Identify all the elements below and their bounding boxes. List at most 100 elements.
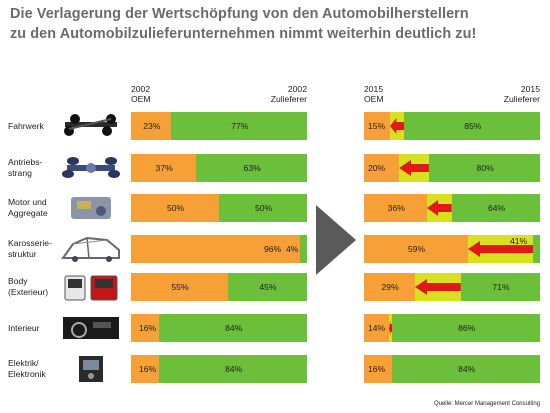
row-label-1: Fahrwerk xyxy=(8,121,62,132)
row-label-line: (Exterieur) xyxy=(8,287,49,297)
bar-2015-oem-segment xyxy=(364,235,468,263)
row-label-4: Karosserie-struktur xyxy=(8,238,62,260)
bar-2002-oem-label: 50% xyxy=(167,203,185,213)
row-label-line: struktur xyxy=(8,249,37,259)
bar-2002-5 xyxy=(131,273,307,301)
bar-2002-zulieferer-segment xyxy=(171,112,307,140)
row-label-3: Motor und Aggregate xyxy=(8,197,62,219)
bar-2015-6 xyxy=(364,314,540,342)
row-label-line: Motor und xyxy=(8,197,47,207)
row-label-line: Aggregate xyxy=(8,208,48,218)
right-oem-label: OEM xyxy=(364,94,384,104)
row-label-line: Antriebs- xyxy=(8,157,43,167)
title-line-1: Die Verlagerung der Wertschöpfung von de… xyxy=(10,6,469,22)
bar-2015-oem-label: 59% xyxy=(407,244,426,254)
row-label-5: Body (Exterieur) xyxy=(8,276,62,298)
bar-2015-oem-segment xyxy=(364,112,391,140)
bar-2002-zulieferer-label: 84% xyxy=(225,323,243,333)
bar-2002-zulieferer-label: 50% xyxy=(255,203,273,213)
bar-2002-oem-segment xyxy=(131,273,228,301)
shift-arrow-icon xyxy=(390,118,405,134)
bar-2015-oem-segment xyxy=(364,273,416,301)
bar-2002-zulieferer-segment xyxy=(159,355,307,383)
transition-arrow-icon xyxy=(316,205,356,275)
car-doors-icon xyxy=(64,275,118,301)
engine-icon xyxy=(71,197,111,219)
bar-2015-oem-label: 16% xyxy=(368,364,386,374)
bar-2015-zulieferer-segment xyxy=(392,314,540,342)
interior-icon xyxy=(63,317,119,339)
left-year-zulieferer: 2002 xyxy=(287,84,307,94)
row-label-line: Elektronik xyxy=(8,369,46,379)
bar-2002-oem-label: 55% xyxy=(171,282,189,292)
row-label-line: strang xyxy=(8,168,32,178)
bar-2015-zulieferer-label: 64% xyxy=(488,203,506,213)
bar-2015-oem-label: 15% xyxy=(368,121,386,131)
bar-2002-zulieferer-label: 45% xyxy=(259,282,277,292)
bar-2015-oem-segment xyxy=(364,355,393,383)
right-zulieferer-label: Zulieferer xyxy=(503,94,540,104)
bar-2015-zulieferer-segment xyxy=(404,112,540,140)
shift-arrow-icon xyxy=(399,160,430,176)
bar-2015-oem-segment xyxy=(364,314,389,342)
bar-2015-oem-label: 14% xyxy=(368,323,386,333)
bar-2015-2 xyxy=(364,154,540,182)
right-year-zulieferer: 2015 xyxy=(520,84,540,94)
bar-2002-7 xyxy=(131,355,307,383)
bar-2002-zulieferer-label: 63% xyxy=(243,163,261,173)
shift-arrow-icon xyxy=(427,200,452,216)
bar-2002-oem-segment xyxy=(131,194,219,222)
bar-2015-oem-label: 29% xyxy=(381,282,399,292)
bar-2002-zulieferer-segment xyxy=(299,235,307,263)
bar-2015-zulieferer-label: 85% xyxy=(464,121,482,131)
bar-2015-zulieferer-label: 41% xyxy=(510,236,528,246)
bar-2002-4 xyxy=(131,235,307,263)
bar-2002-2 xyxy=(131,154,307,182)
body-frame-icon xyxy=(61,236,120,262)
bar-2015-zulieferer-segment xyxy=(532,235,540,263)
row-label-6: Interieur xyxy=(8,323,62,334)
bar-2015-oem-segment xyxy=(364,194,428,222)
left-oem-label: OEM xyxy=(131,94,151,104)
bar-2015-oem-label: 20% xyxy=(368,163,386,173)
bar-2002-zulieferer-label: 77% xyxy=(231,121,249,131)
bar-2002-oem-label: 37% xyxy=(155,163,173,173)
bar-2002-6 xyxy=(131,314,307,342)
bar-2002-oem-label: 23% xyxy=(143,121,161,131)
bar-2015-7 xyxy=(364,355,540,383)
bar-2015-3 xyxy=(364,194,540,222)
right-year-oem: 2015 xyxy=(364,84,384,94)
row-label-2: Antriebs-strang xyxy=(8,157,62,179)
row-label-line: Elektrik/ xyxy=(8,358,39,368)
bar-2002-oem-segment xyxy=(131,355,160,383)
bar-2015-oem-label: 36% xyxy=(387,203,405,213)
source-note: Quelle: Mercer Management Consulting xyxy=(433,401,540,407)
chassis-icon xyxy=(64,114,117,136)
right-column-header: 2015 OEM 2015 Zulieferer xyxy=(364,84,540,106)
bar-2015-zulieferer-segment xyxy=(429,154,540,182)
shift-arrow-icon xyxy=(467,241,533,257)
bar-2002-zulieferer-segment xyxy=(227,273,307,301)
chart-title: Die Verlagerung der Wertschöpfung von de… xyxy=(10,4,545,44)
bar-2015-zulieferer-label: 86% xyxy=(458,323,476,333)
bar-2015-zulieferer-segment xyxy=(392,355,540,383)
electronics-icon xyxy=(79,356,103,382)
row-label-line: Interieur xyxy=(8,322,40,333)
bar-2015-zulieferer-label: 80% xyxy=(476,163,494,173)
bar-2002-oem-segment xyxy=(131,235,300,263)
shift-arrow-icon xyxy=(388,320,393,336)
row-label-line: Body xyxy=(8,276,28,286)
bar-2002-3 xyxy=(131,194,307,222)
bar-2002-zulieferer-label: 84% xyxy=(225,364,243,374)
bar-2002-zulieferer-label: 4% xyxy=(285,244,299,254)
shift-arrow-icon xyxy=(415,279,461,295)
title-line-2: zu den Automobilzulieferunternehmen nimm… xyxy=(10,26,477,42)
drivetrain-icon xyxy=(62,157,120,178)
bar-2002-oem-label: 96% xyxy=(263,244,282,254)
bar-2002-zulieferer-segment xyxy=(219,194,307,222)
bar-2015-zulieferer-label: 71% xyxy=(492,282,510,292)
left-column-header: 2002 OEM 2002 Zulieferer xyxy=(131,84,307,106)
bar-2002-oem-segment xyxy=(131,314,160,342)
bar-2002-zulieferer-segment xyxy=(196,154,307,182)
bar-2015-zulieferer-label: 84% xyxy=(458,364,476,374)
